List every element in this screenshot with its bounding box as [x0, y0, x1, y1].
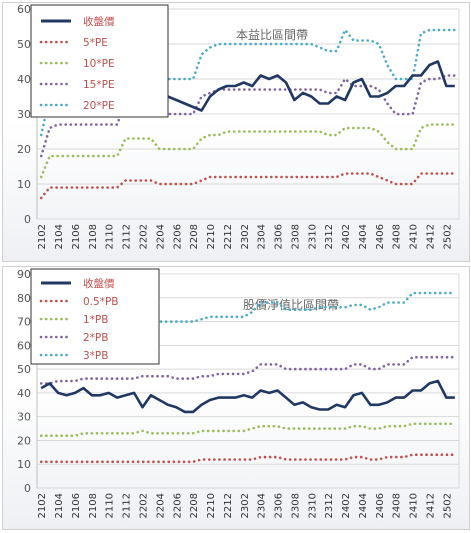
pb-legend-label: 3*PB — [83, 350, 108, 362]
pe-x-tick-label: 2210 — [206, 224, 217, 249]
pe-series-line-4 — [39, 27, 457, 137]
pb-x-tick-label: 2102 — [37, 493, 48, 518]
pb-y-tick-label: 80 — [17, 292, 31, 305]
pb-y-tick-label: 50 — [17, 363, 31, 376]
pb-y-tick-label: 20 — [17, 434, 31, 447]
pb-legend-box — [30, 268, 160, 365]
pb-x-tick-label: 2104 — [54, 493, 65, 518]
pb-x-tick-label: 2308 — [290, 493, 301, 518]
pb-x-tick-label: 2312 — [324, 493, 335, 518]
pe-x-tick-label: 2410 — [409, 224, 420, 249]
pe-band-chart: 0 10 20 30 40 50 60 2102 2104 2106 2108 2110 2112 220… — [17, 3, 460, 249]
pb-x-tick-label: 2204 — [155, 493, 166, 518]
pb-x-tick-label: 2302 — [240, 493, 251, 518]
pe-x-tick-label: 2406 — [375, 224, 386, 249]
pe-x-tick-label: 2102 — [37, 224, 48, 249]
pe-legend-label: 收盤價 — [83, 15, 115, 28]
pb-y-tick-label: 10 — [17, 458, 31, 471]
pb-x-tick-label: 2304 — [257, 493, 268, 518]
pb-series-line-0 — [40, 379, 455, 414]
pb-y-tick-label: 30 — [17, 411, 31, 424]
pb-legend-label: 2*PB — [83, 332, 108, 344]
pb-series-line-1 — [39, 453, 457, 464]
pb-x-tick-label: 2110 — [105, 493, 116, 518]
pb-legend-label: 收盤價 — [83, 277, 115, 290]
pe-y-tick-label: 0 — [24, 213, 31, 226]
pb-legend-label: 0.5*PB — [83, 296, 118, 308]
pe-x-tick-label: 2212 — [223, 224, 234, 249]
pb-y-tick-label: 40 — [17, 387, 31, 400]
pe-series-line-1 — [39, 172, 457, 200]
pb-x-tick-label: 2412 — [425, 493, 436, 518]
pe-x-tick-label: 2104 — [54, 224, 65, 249]
pb-x-tick-label: 2212 — [223, 493, 234, 518]
pe-x-tick-label: 2412 — [425, 224, 436, 249]
pb-x-tick-label: 2202 — [139, 493, 150, 518]
pb-x-tick-label: 2206 — [172, 493, 183, 518]
pe-x-tick-label: 2208 — [189, 224, 200, 249]
pe-chart-title: 本益比區間帶 — [236, 28, 308, 42]
pb-series-line-3 — [39, 355, 457, 385]
pe-x-tick-label: 2202 — [139, 224, 150, 249]
pb-series-line-2 — [39, 422, 457, 437]
pb-legend-label: 1*PB — [83, 314, 108, 326]
pb-x-tick-label: 2306 — [274, 493, 285, 518]
pb-x-tick-label: 2408 — [392, 493, 403, 518]
pe-y-tick-label: 40 — [17, 73, 31, 86]
pe-y-tick-label: 10 — [17, 178, 31, 191]
pe-x-tick-label: 2306 — [274, 224, 285, 249]
pe-x-tick-label: 2312 — [324, 224, 335, 249]
pb-x-tick-label: 2502 — [442, 493, 453, 518]
pb-x-tick-label: 2310 — [307, 493, 318, 518]
pe-x-tick-label: 2302 — [240, 224, 251, 249]
pe-x-tick-label: 2304 — [257, 224, 268, 249]
pb-x-tick-label: 2106 — [71, 493, 82, 518]
pb-y-tick-label: 90 — [17, 268, 31, 281]
pe-x-tick-label: 2106 — [71, 224, 82, 249]
pb-x-tick-label: 2410 — [409, 493, 420, 518]
pe-y-tick-label: 50 — [17, 38, 31, 51]
pe-series-line-2 — [39, 123, 457, 179]
pb-y-tick-label: 70 — [17, 316, 31, 329]
pb-band-chart: 0 10 20 30 40 50 60 70 80 90 2102 2104 2106 2108 2110 2… — [17, 268, 460, 518]
pb-band-chart-panel: 0 10 20 30 40 50 60 70 80 90 2102 2104 2106 2108 2110 2… — [2, 266, 470, 530]
pe-legend-box — [30, 4, 169, 118]
pe-x-tick-label: 2108 — [88, 224, 99, 249]
pe-y-tick-label: 20 — [17, 143, 31, 156]
pe-x-tick-label: 2310 — [307, 224, 318, 249]
pb-x-tick-label: 2402 — [341, 493, 352, 518]
pe-band-chart-panel: 0 10 20 30 40 50 60 2102 2104 2106 2108 2110 2112 220… — [2, 2, 470, 262]
pb-x-tick-label: 2208 — [189, 493, 200, 518]
pe-x-tick-label: 2204 — [155, 224, 166, 249]
pb-x-tick-label: 2112 — [122, 493, 133, 518]
pe-x-tick-label: 2404 — [358, 224, 369, 249]
pe-x-tick-label: 2402 — [341, 224, 352, 249]
pb-x-tick-label: 2406 — [375, 493, 386, 518]
pe-y-tick-label: 30 — [17, 108, 31, 121]
pe-x-tick-label: 2112 — [122, 224, 133, 249]
pb-x-tick-label: 2108 — [88, 493, 99, 518]
pb-y-tick-label: 0 — [24, 482, 31, 495]
pe-legend-label: 15*PE — [83, 79, 115, 91]
pe-x-tick-label: 2110 — [105, 224, 116, 249]
pe-x-tick-label: 2408 — [392, 224, 403, 249]
pe-x-tick-label: 2502 — [442, 224, 453, 249]
pb-x-tick-label: 2210 — [206, 493, 217, 518]
pe-x-tick-label: 2308 — [290, 224, 301, 249]
pb-y-tick-label: 60 — [17, 339, 31, 352]
pe-x-tick-label: 2206 — [172, 224, 183, 249]
pe-legend-label: 10*PE — [83, 58, 115, 70]
pe-legend-label: 20*PE — [83, 100, 115, 112]
pb-x-tick-label: 2404 — [358, 493, 369, 518]
pe-legend-label: 5*PE — [83, 37, 108, 49]
pe-y-tick-label: 60 — [17, 3, 31, 16]
